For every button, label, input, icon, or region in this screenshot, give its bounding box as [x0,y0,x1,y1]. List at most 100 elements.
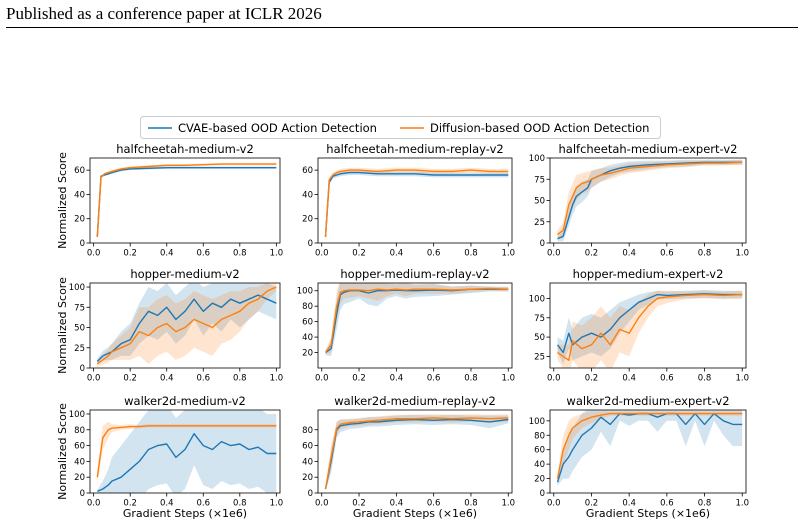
y-tick-label: 20 [74,215,85,225]
series-line-cvae [557,161,743,240]
y-tick-label: 100 [529,417,545,427]
y-tick-label: 0 [308,239,313,249]
y-axis-label: Normalized Score [56,403,69,500]
x-tick-label: 1.0 [735,499,749,509]
panel-title: halfcheetah-medium-v2 [116,142,254,156]
y-tick-label: 25 [534,218,545,228]
y-tick-label: 75 [534,175,545,185]
x-tick-label: 0.2 [585,249,599,259]
panel-title: hopper-medium-replay-v2 [340,267,489,281]
x-tick-label: 0.8 [464,249,478,259]
panel-title: walker2d-medium-expert-v2 [566,394,729,408]
x-tick-label: 0.2 [352,499,366,509]
x-tick-label: 0.0 [87,374,101,384]
panel-hopper-medium-expert-v2: 0.0 0.2 0.4 0.6 0.8 1.0 25 50 75 100 hopper-medium… [529,267,749,384]
series-line-diffusion [324,417,509,490]
plot-area [556,290,743,368]
plot-area [557,159,743,242]
x-tick-label: 1.0 [735,249,749,259]
x-tick-label: 1.0 [502,499,516,509]
confidence-band-cvae [97,410,277,493]
y-tick-label: 40 [74,457,85,467]
x-tick-label: 0.4 [390,374,404,384]
y-tick-label: 80 [74,426,85,436]
panel-title: hopper-medium-v2 [130,267,239,281]
header-rule [6,27,798,28]
x-tick-label: 1.0 [735,374,749,384]
x-tick-label: 1.0 [502,249,516,259]
axes-frame [89,282,281,369]
y-tick-label: 80 [534,431,545,441]
plot-area [324,283,509,357]
y-tick-label: 100 [529,154,545,164]
y-axis-label: Normalized Score [56,152,69,249]
y-tick-label: 20 [74,473,85,483]
y-tick-label: 100 [69,283,85,293]
axes-frame [317,157,513,244]
x-tick-label: 0.8 [464,374,478,384]
y-tick-label: 40 [302,333,313,343]
x-tick-label: 0.2 [352,249,366,259]
x-tick-label: 0.2 [123,499,137,509]
y-tick-label: 0 [80,489,85,499]
x-tick-label: 0.0 [547,249,561,259]
x-tick-label: 0.6 [660,499,674,509]
panel-halfcheetah-medium-expert-v2: 0.0 0.2 0.4 0.6 0.8 1.0 0 25 50 75 100 halfcheetah-… [529,142,749,259]
legend: CVAE-based OOD Action Detection Diffusion… [140,116,661,139]
series-line-diffusion [324,287,509,353]
panel-walker2d-medium-replay-v2: 0.0 0.2 0.4 0.6 0.8 1.0 0 20 40 60 80 walker2d-medi… [302,394,515,520]
confidence-band-diffusion [557,411,743,483]
plot-area [96,162,277,239]
axes-frame [549,409,747,494]
y-tick-label: 60 [302,318,313,328]
y-tick-label: 60 [74,166,85,176]
x-tick-label: 0.8 [698,499,712,509]
x-tick-label: 0.8 [233,499,247,509]
x-tick-label: 0.2 [585,499,599,509]
confidence-band-cvae [97,166,277,239]
plot-area [556,410,743,486]
y-tick-label: 0 [80,239,85,249]
y-tick-label: 100 [529,294,545,304]
confidence-band-diffusion [97,162,277,239]
y-tick-label: 60 [302,166,313,176]
x-tick-label: 1.0 [270,374,284,384]
x-tick-label: 0.0 [315,249,329,259]
y-tick-label: 80 [302,426,313,436]
confidence-band-cvae [557,410,743,486]
y-tick-label: 75 [74,303,85,313]
x-tick-label: 0.6 [197,249,211,259]
series-line-cvae [324,171,509,237]
series-line-diffusion [96,163,277,237]
y-axis-label: Normalized Score [56,277,69,374]
axes-frame [549,282,747,369]
series-line-diffusion [96,286,277,365]
x-tick-label: 0.4 [160,249,174,259]
y-tick-label: 20 [302,215,313,225]
y-tick-label: 60 [534,446,545,456]
series-line-cvae [324,418,509,490]
x-tick-label: 0.6 [427,249,441,259]
x-tick-label: 0.6 [197,374,211,384]
y-tick-label: 0 [80,364,85,374]
x-tick-label: 0.0 [315,374,329,384]
x-tick-label: 0.8 [698,374,712,384]
y-tick-label: 60 [302,442,313,452]
x-tick-label: 0.0 [315,499,329,509]
y-tick-label: 0 [308,489,313,499]
series-line-diffusion [556,412,743,479]
y-tick-label: 60 [74,442,85,452]
series-line-diffusion [96,425,277,478]
series-line-cvae [96,294,277,362]
x-tick-label: 0.4 [160,499,174,509]
y-tick-label: 75 [534,314,545,324]
panel-hopper-medium-v2: 0.0 0.2 0.4 0.6 0.8 1.0 0 25 50 75 100 hopper-mediu… [56,267,283,384]
legend-label-cvae: CVAE-based OOD Action Detection [178,121,377,135]
x-tick-label: 0.8 [464,499,478,509]
x-axis-label: Gradient Steps (×1e6) [123,507,247,520]
axes-frame [317,409,513,494]
legend-label-diffusion: Diffusion-based OOD Action Detection [430,121,649,135]
panel-halfcheetah-medium-replay-v2: 0.0 0.2 0.4 0.6 0.8 1.0 0 20 40 60 halfcheetah-med… [302,142,515,259]
